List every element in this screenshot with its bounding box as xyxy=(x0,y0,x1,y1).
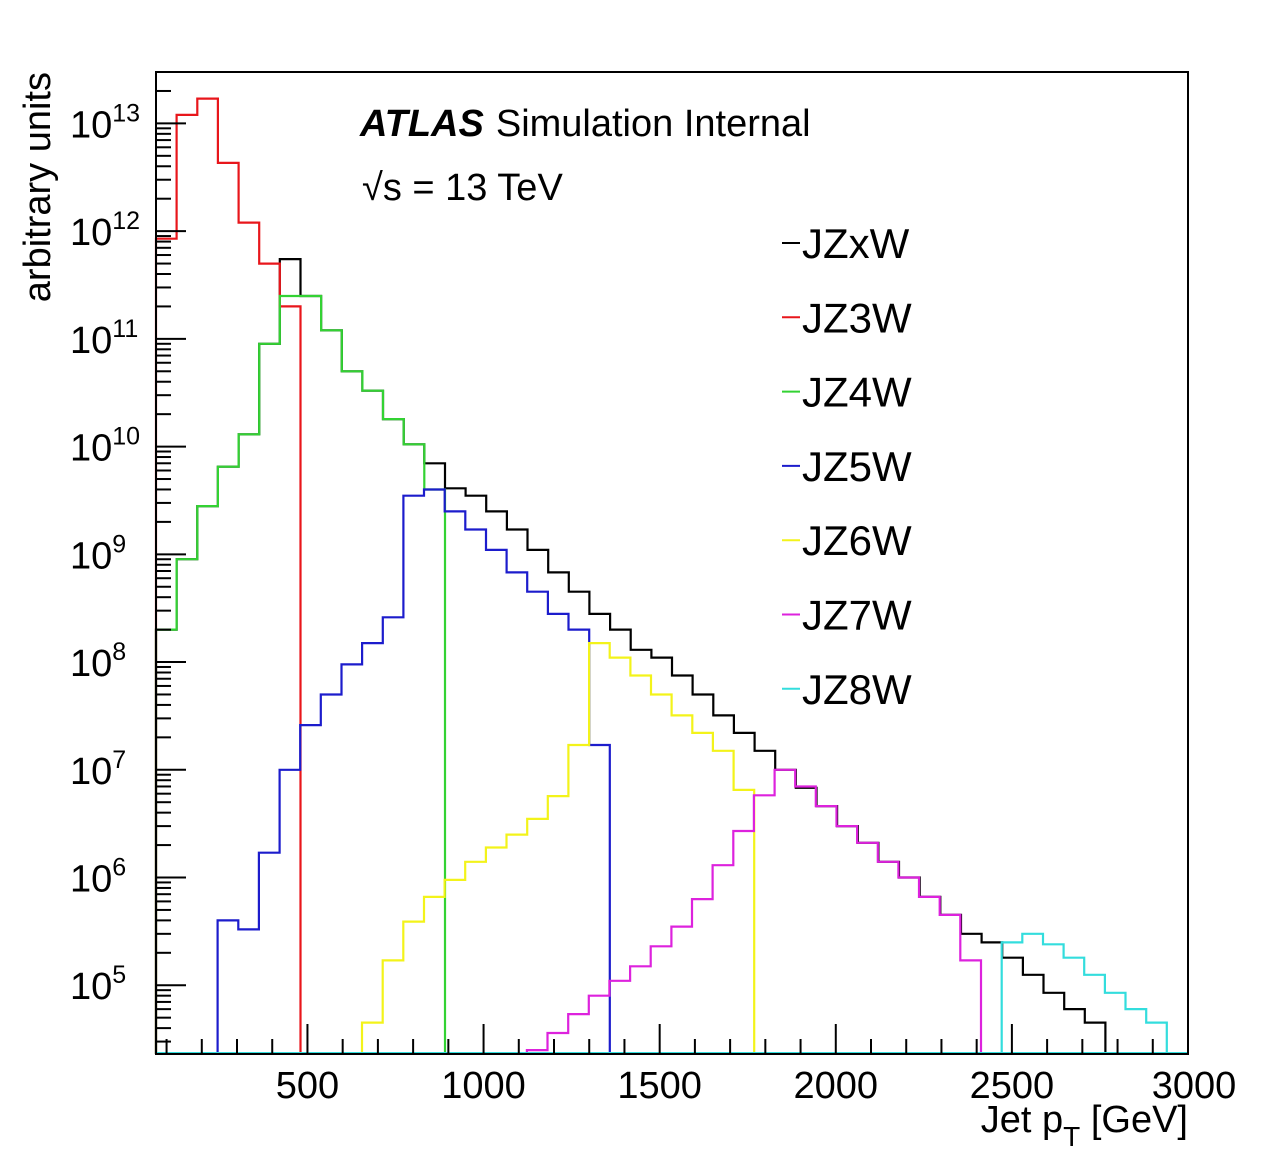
x-tick-label: 500 xyxy=(276,1065,339,1107)
x-tick-label: 2500 xyxy=(970,1065,1055,1107)
x-tick-label: 3000 xyxy=(1152,1065,1237,1107)
y-tick-label: 1013 xyxy=(70,99,140,146)
series-line-jz5w xyxy=(216,488,611,1054)
y-tick-label: 1012 xyxy=(70,207,140,254)
legend-label-jz3w: JZ3W xyxy=(802,294,912,341)
x-axis-title: Jet pT [GeV] xyxy=(981,1099,1188,1152)
atlas-annotation: ATLAS Simulation Internal √s = 13 TeV xyxy=(359,103,811,209)
x-axis-title-unit: [GeV] xyxy=(1080,1099,1188,1141)
y-tick-label: 107 xyxy=(70,746,126,793)
legend: JZxW JZ3W JZ4W JZ5W JZ6W JZ7W JZ8W xyxy=(782,220,912,713)
y-axis: 105 106 107 108 109 1010 1011 1012 1013 xyxy=(70,71,186,1043)
energy-value: = 13 TeV xyxy=(402,167,564,209)
x-axis: 500 1000 1500 2000 2500 3000 xyxy=(165,1024,1237,1107)
legend-label-jz4w: JZ4W xyxy=(802,369,912,416)
x-tick-label: 2000 xyxy=(794,1065,879,1107)
x-axis-title-main: Jet p xyxy=(981,1099,1063,1141)
y-tick-label: 106 xyxy=(70,854,126,901)
y-tick-label: 105 xyxy=(70,961,126,1008)
series-line-jz7w xyxy=(525,768,983,1054)
legend-label-jz6w: JZ6W xyxy=(802,517,912,564)
y-tick-label: 109 xyxy=(70,530,126,577)
legend-label-jz5w: JZ5W xyxy=(802,443,912,490)
y-axis-title: arbitrary units xyxy=(17,72,59,302)
simulation-status-label: Simulation Internal xyxy=(496,103,811,145)
x-tick-label: 1000 xyxy=(441,1065,526,1107)
series-line-jz4w xyxy=(154,294,447,1054)
series-line-jz8w xyxy=(1000,932,1168,1054)
x-axis-title-subscript: T xyxy=(1063,1121,1080,1152)
atlas-label: ATLAS xyxy=(359,103,484,145)
series-line-jz3w xyxy=(154,97,302,1054)
legend-label-jz8w: JZ8W xyxy=(802,666,912,713)
y-tick-label: 1011 xyxy=(70,315,138,362)
energy-label: √s = 13 TeV xyxy=(362,167,563,209)
y-tick-label: 108 xyxy=(70,638,126,685)
series-line-jz6w xyxy=(360,642,756,1054)
energy-sqrt-s: √s xyxy=(362,167,402,209)
x-tick-label: 1500 xyxy=(617,1065,702,1107)
legend-label-jz7w: JZ7W xyxy=(802,592,912,639)
atlas-label-line: ATLAS Simulation Internal xyxy=(359,103,811,145)
y-tick-label: 1010 xyxy=(70,423,140,470)
plot-frame xyxy=(155,71,1189,1055)
legend-label-jzxw: JZxW xyxy=(802,220,910,267)
